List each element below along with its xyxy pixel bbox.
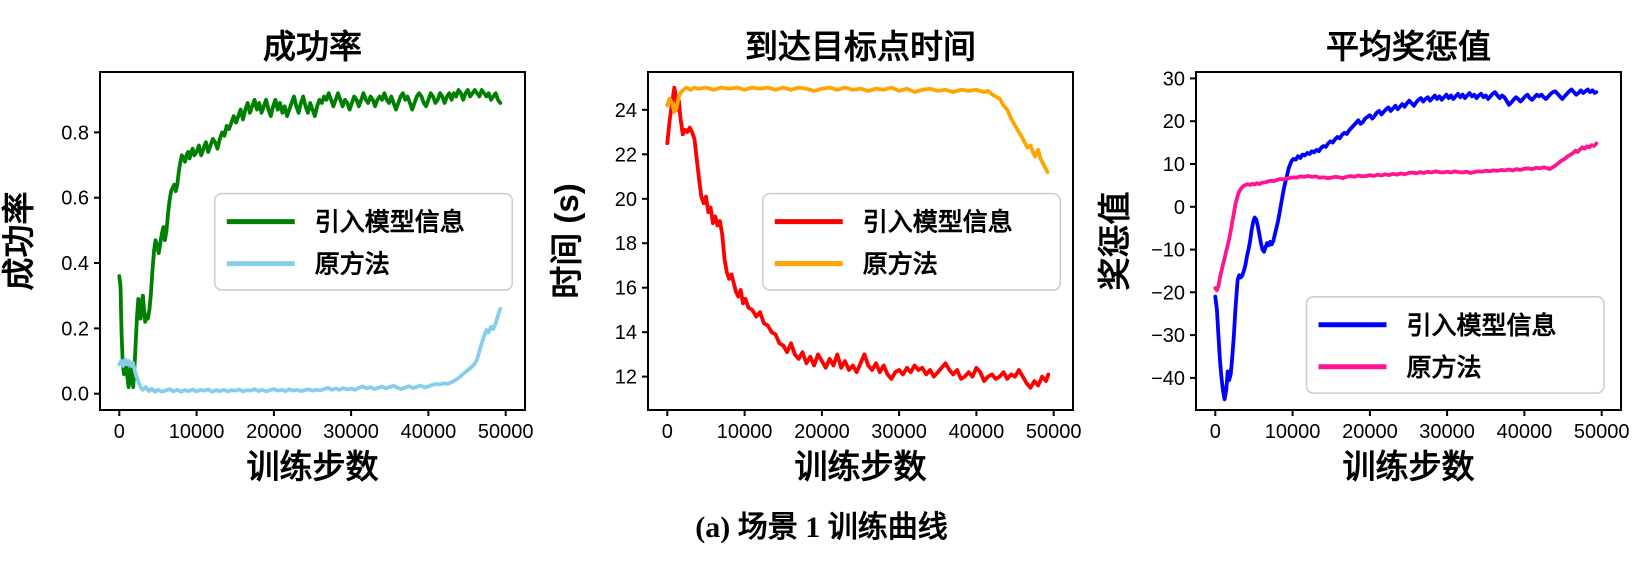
x-tick-label: 20000 <box>1342 421 1398 443</box>
chart-title: 成功率 <box>263 28 362 65</box>
x-tick-label: 50000 <box>1574 421 1630 443</box>
x-tick-label: 0 <box>662 421 673 443</box>
average-reward-chart: 0 10000 20000 30000 40000 50000 −40 −30 −20 −10 0 1… <box>1096 28 1630 485</box>
x-tick-label: 30000 <box>871 421 927 443</box>
y-tick-label: 20 <box>1163 111 1185 133</box>
y-tick-label: 10 <box>1163 154 1185 176</box>
legend-entry-label-0: 引入模型信息 <box>863 208 1013 237</box>
chart-title: 到达目标点时间 <box>745 28 976 65</box>
y-tick-label: 24 <box>615 100 637 122</box>
x-tick-label: 40000 <box>1497 421 1553 443</box>
y-tick-label: 0.2 <box>61 318 89 340</box>
x-tick-label: 10000 <box>169 421 225 443</box>
x-axis-label: 训练步数 <box>1343 448 1476 485</box>
series-line-1 <box>117 306 503 394</box>
chart-panel-average-reward: 0 10000 20000 30000 40000 50000 −40 −30 −20 −10 0 1… <box>1096 4 1643 488</box>
y-axis-label: 时间 (s) <box>548 183 585 299</box>
success-rate-chart: 0 10000 20000 30000 40000 50000 0.0 0.2 0.4 0.6 0.… <box>0 28 534 485</box>
y-tick-label: −40 <box>1151 368 1185 390</box>
series-line-1 <box>1213 141 1599 293</box>
y-tick-label: 22 <box>615 144 637 166</box>
x-tick-label: 50000 <box>1026 421 1082 443</box>
y-tick-label: −10 <box>1151 240 1185 262</box>
y-tick-label: 0.6 <box>61 188 89 210</box>
legend-entry-label-1: 原方法 <box>863 250 938 279</box>
plot-border <box>99 71 526 411</box>
chart-panel-time-to-goal: 0 10000 20000 30000 40000 50000 12 14 16 18 20 22 24… <box>548 4 1096 488</box>
y-axis-label: 成功率 <box>0 192 37 291</box>
figure-caption: (a) 场景 1 训练曲线 <box>0 502 1643 546</box>
legend-entry-label-0: 引入模型信息 <box>315 208 465 237</box>
series-line-0 <box>665 85 1051 390</box>
figure-caption-text: (a) 场景 1 训练曲线 <box>695 511 948 544</box>
y-tick-label: −20 <box>1151 282 1185 304</box>
chart-title: 平均奖惩值 <box>1326 28 1491 65</box>
x-tick-label: 30000 <box>323 421 379 443</box>
y-axis-label: 奖惩值 <box>1096 192 1133 291</box>
series-line-0 <box>117 88 503 390</box>
x-tick-label: 30000 <box>1419 421 1475 443</box>
plot-border <box>1195 71 1622 411</box>
plot-border <box>647 71 1074 411</box>
x-tick-label: 50000 <box>478 421 534 443</box>
x-tick-label: 40000 <box>949 421 1005 443</box>
x-tick-label: 0 <box>114 421 125 443</box>
legend-entry-label-1: 原方法 <box>315 250 390 279</box>
y-tick-label: 0.8 <box>61 122 89 144</box>
x-axis-label: 训练步数 <box>247 448 380 485</box>
time-to-goal-chart: 0 10000 20000 30000 40000 50000 12 14 16 18 20 22 24… <box>548 28 1082 485</box>
y-tick-label: 16 <box>615 278 637 300</box>
figure-row: 0 10000 20000 30000 40000 50000 0.0 0.2 0.4 0.6 0.… <box>0 4 1643 488</box>
series-line-1 <box>665 85 1050 175</box>
y-tick-label: 14 <box>615 322 637 344</box>
y-tick-label: 0.4 <box>61 253 89 275</box>
y-tick-label: −30 <box>1151 325 1185 347</box>
legend-entry-label-0: 引入模型信息 <box>1407 311 1557 340</box>
x-axis-label: 训练步数 <box>795 448 928 485</box>
x-tick-label: 20000 <box>794 421 850 443</box>
y-tick-label: 0 <box>1174 197 1185 219</box>
x-tick-label: 10000 <box>717 421 773 443</box>
x-tick-label: 20000 <box>246 421 302 443</box>
y-tick-label: 20 <box>615 189 637 211</box>
y-tick-label: 12 <box>615 367 637 389</box>
legend-entry-label-1: 原方法 <box>1407 353 1482 382</box>
x-tick-label: 40000 <box>401 421 457 443</box>
y-tick-label: 0.0 <box>61 384 89 406</box>
y-tick-label: 18 <box>615 233 637 255</box>
series-line-0 <box>1213 87 1599 402</box>
x-tick-label: 10000 <box>1265 421 1321 443</box>
y-tick-label: 30 <box>1163 68 1185 90</box>
x-tick-label: 0 <box>1210 421 1221 443</box>
chart-panel-success-rate: 0 10000 20000 30000 40000 50000 0.0 0.2 0.4 0.6 0.… <box>0 4 548 488</box>
